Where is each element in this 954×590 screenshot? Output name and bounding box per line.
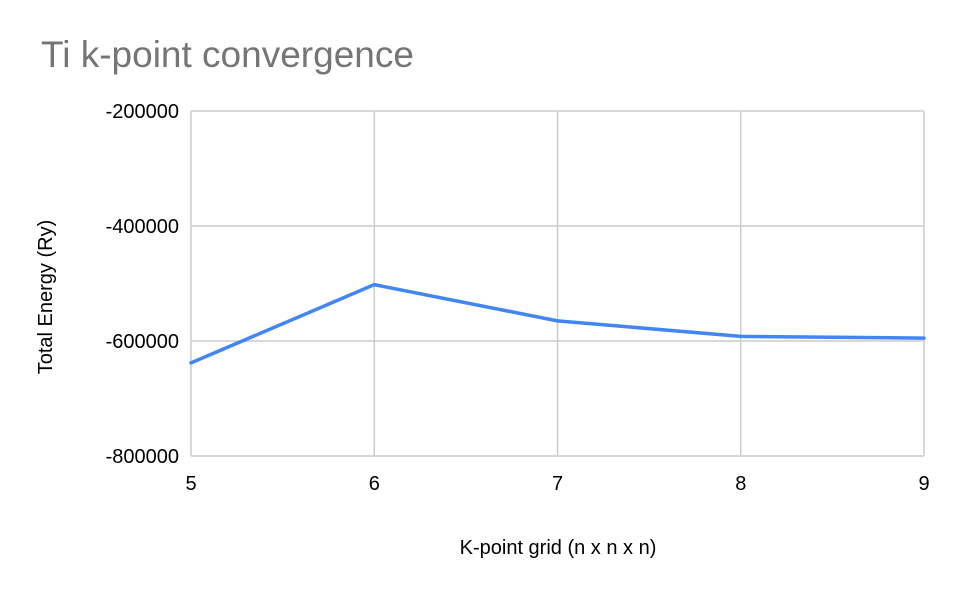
grid [190,110,925,457]
y-tick-label: -200000 [106,101,179,123]
y-tick-label: -800000 [106,446,179,468]
series-layer [189,282,926,365]
x-tick-label: 7 [552,473,563,495]
y-tick-label: -400000 [106,216,179,238]
series-line [189,282,926,365]
x-tick-label: 9 [918,473,929,495]
y-axis-ticks: -200000 -400000 -600000 -800000 [106,101,179,468]
y-tick-label: -600000 [106,331,179,353]
y-axis-label: Total Energy (Ry) [35,220,57,375]
x-axis-label: K-point grid (n x n x n) [460,537,657,559]
x-tick-label: 5 [185,473,196,495]
x-axis-ticks: 5 6 7 8 9 [185,473,929,495]
x-tick-label: 6 [369,473,380,495]
chart-title: Ti k-point convergence [41,34,414,75]
x-tick-label: 8 [735,473,746,495]
